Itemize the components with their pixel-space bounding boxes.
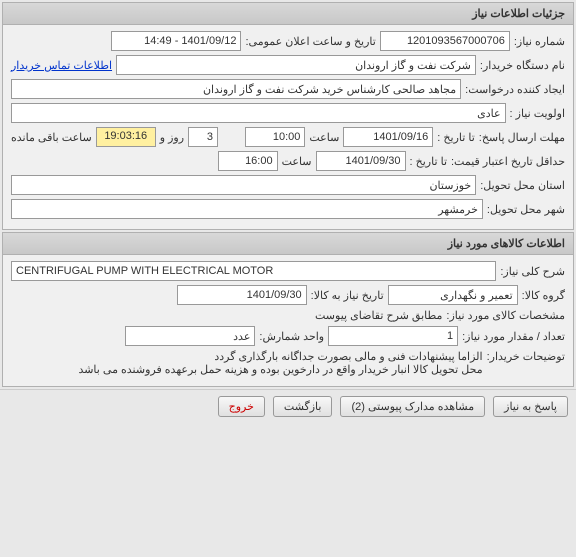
row-city: شهر محل تحویل: xyxy=(11,199,565,219)
button-bar: پاسخ به نیاز مشاهده مدارک پیوستی (2) باز… xyxy=(0,389,576,423)
exit-button[interactable]: خروج xyxy=(218,396,265,417)
need-details-panel: جزئیات اطلاعات نیاز شماره نیاز: تاریخ و … xyxy=(2,2,574,230)
panel-title: جزئیات اطلاعات نیاز xyxy=(472,8,565,20)
group-field[interactable] xyxy=(388,285,518,305)
row-notes: توضیحات خریدار: الزاما پیشنهادات فنی و م… xyxy=(11,350,565,376)
label-province: استان محل تحویل: xyxy=(480,179,565,192)
row-priority: اولویت نیاز : xyxy=(11,103,565,123)
row-group: گروه کالا: تاریخ نیاز به کالا: xyxy=(11,285,565,305)
announce-datetime-field[interactable] xyxy=(111,31,241,51)
label-buyer-org: نام دستگاه خریدار: xyxy=(480,59,565,72)
city-field[interactable] xyxy=(11,199,483,219)
creator-field[interactable] xyxy=(11,79,461,99)
label-notes: توضیحات خریدار: xyxy=(487,350,565,363)
notes-line-2: محل تحویل کالا انبار خریدار واقع در دارخ… xyxy=(11,363,483,376)
row-validity: حداقل تاریخ اعتبار قیمت: تا تاریخ : ساعت xyxy=(11,151,565,171)
row-creator: ایجاد کننده درخواست: xyxy=(11,79,565,99)
label-to-date-2: تا تاریخ : xyxy=(410,155,447,168)
goods-panel: اطلاعات کالاهای مورد نیاز شرح کلی نیاز: … xyxy=(2,232,574,387)
label-deadline: مهلت ارسال پاسخ: xyxy=(479,131,565,144)
row-buyer-org: نام دستگاه خریدار: اطلاعات تماس خریدار xyxy=(11,55,565,75)
notes-block: الزاما پیشنهادات فنی و مالی بصورت جداگان… xyxy=(11,350,483,376)
goods-panel-header: اطلاعات کالاهای مورد نیاز xyxy=(3,233,573,255)
notes-line-1: الزاما پیشنهادات فنی و مالی بصورت جداگان… xyxy=(11,350,483,363)
label-qty: تعداد / مقدار مورد نیاز: xyxy=(462,330,565,343)
overview-field[interactable] xyxy=(11,261,496,281)
row-overview: شرح کلی نیاز: xyxy=(11,261,565,281)
label-days-and: روز و xyxy=(160,131,184,144)
panel-header: جزئیات اطلاعات نیاز xyxy=(3,3,573,25)
validity-hour-field[interactable] xyxy=(218,151,278,171)
label-validity: حداقل تاریخ اعتبار قیمت: xyxy=(451,155,565,168)
reply-button[interactable]: پاسخ به نیاز xyxy=(493,396,568,417)
goods-panel-title: اطلاعات کالاهای مورد نیاز xyxy=(448,238,565,250)
back-button[interactable]: بازگشت xyxy=(273,396,333,417)
validity-date-field[interactable] xyxy=(316,151,406,171)
label-hour-1: ساعت xyxy=(309,131,339,144)
label-time-left: ساعت باقی مانده xyxy=(11,131,92,144)
row-deadline: مهلت ارسال پاسخ: تا تاریخ : ساعت روز و 1… xyxy=(11,127,565,147)
buyer-org-field[interactable] xyxy=(116,55,476,75)
row-specs: مشخصات کالای مورد نیاز: مطابق شرح تقاضای… xyxy=(11,309,565,322)
row-province: استان محل تحویل: xyxy=(11,175,565,195)
goods-panel-body: شرح کلی نیاز: گروه کالا: تاریخ نیاز به ک… xyxy=(3,255,573,386)
label-unit: واحد شمارش: xyxy=(259,330,324,343)
deadline-hour-field[interactable] xyxy=(245,127,305,147)
label-need-number: شماره نیاز: xyxy=(514,35,565,48)
label-creator: ایجاد کننده درخواست: xyxy=(465,83,565,96)
label-group: گروه کالا: xyxy=(522,289,565,302)
province-field[interactable] xyxy=(11,175,476,195)
label-hour-2: ساعت xyxy=(282,155,312,168)
deadline-date-field[interactable] xyxy=(343,127,433,147)
label-to-date-1: تا تاریخ : xyxy=(437,131,474,144)
label-specs: مشخصات کالای مورد نیاز: xyxy=(446,309,565,322)
row-need-number: شماره نیاز: تاریخ و ساعت اعلان عمومی: xyxy=(11,31,565,51)
label-overview: شرح کلی نیاز: xyxy=(500,265,565,278)
priority-field[interactable] xyxy=(11,103,506,123)
row-qty: تعداد / مقدار مورد نیاز: واحد شمارش: xyxy=(11,326,565,346)
contact-buyer-link[interactable]: اطلاعات تماس خریدار xyxy=(11,59,112,72)
attachments-button[interactable]: مشاهده مدارک پیوستی (2) xyxy=(340,396,485,417)
label-city: شهر محل تحویل: xyxy=(487,203,565,216)
timer-field: 19:03:16 xyxy=(96,127,156,147)
need-date-field[interactable] xyxy=(177,285,307,305)
label-announce: تاریخ و ساعت اعلان عمومی: xyxy=(245,35,375,48)
panel-body: شماره نیاز: تاریخ و ساعت اعلان عمومی: نا… xyxy=(3,25,573,229)
qty-field[interactable] xyxy=(328,326,458,346)
label-need-date: تاریخ نیاز به کالا: xyxy=(311,289,384,302)
need-number-field[interactable] xyxy=(380,31,510,51)
specs-text: مطابق شرح تقاضای پیوست xyxy=(11,309,442,322)
days-left-field[interactable] xyxy=(188,127,218,147)
label-priority: اولویت نیاز : xyxy=(510,107,565,120)
unit-field[interactable] xyxy=(125,326,255,346)
